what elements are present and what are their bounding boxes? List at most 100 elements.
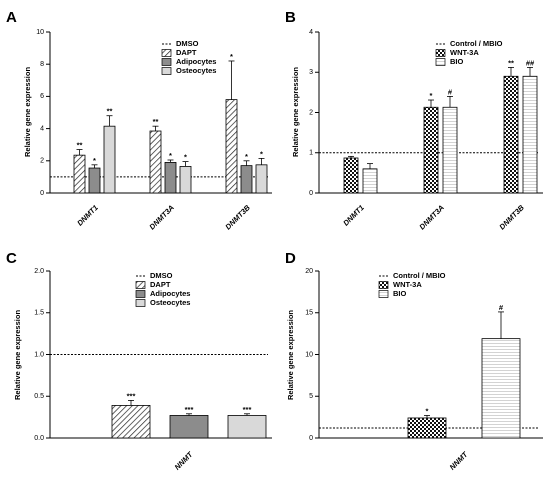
panel-a-category-label: DNMT3B bbox=[223, 203, 252, 232]
panel-b-significance-label: * bbox=[430, 91, 433, 100]
panel-a-category-label: DNMT3A bbox=[147, 203, 175, 231]
panel-a-label: A bbox=[6, 9, 17, 26]
panel-a-bar bbox=[164, 162, 177, 194]
panel-c-legend-label: Adipocytes bbox=[150, 289, 190, 298]
panel-a-y-axis-label: Relative gene expression bbox=[23, 67, 32, 157]
panel-c-y-tick-label: 0.5 bbox=[34, 393, 44, 400]
panel-d-legend-label: BIO bbox=[393, 289, 407, 298]
panel-a-legend-label: DAPT bbox=[176, 48, 197, 57]
panel-a-category-label: DNMT1 bbox=[75, 203, 100, 228]
panel-b-legend-label: WNT-3A bbox=[450, 48, 479, 57]
panel-b-y-tick-label: 1 bbox=[309, 150, 313, 157]
panel-b-y-tick-label: 3 bbox=[309, 69, 313, 76]
panel-d-y-tick-label: 15 bbox=[305, 310, 313, 317]
panel-d-significance-label: * bbox=[426, 406, 429, 415]
panel-a-bar bbox=[179, 166, 192, 194]
panel-b-category-label: DNMT3B bbox=[497, 203, 526, 232]
panel-c-category-label: NNMT bbox=[173, 449, 196, 472]
panel-c-significance-label: *** bbox=[127, 391, 136, 400]
panel-c-legend-swatch bbox=[135, 290, 146, 298]
panel-a-significance-label: ** bbox=[107, 107, 113, 116]
panel-c-bar bbox=[169, 415, 209, 439]
panel-b-bar bbox=[442, 106, 458, 194]
panel-d-legend-reference-label: Control / MBIO bbox=[393, 271, 446, 280]
panel-c-y-tick-label: 2.0 bbox=[34, 268, 44, 275]
panel-b-legend-reference-label: Control / MBIO bbox=[450, 39, 503, 48]
panel-b-legend-label: BIO bbox=[450, 57, 464, 66]
panel-a-y-tick-label: 6 bbox=[40, 93, 44, 100]
panel-d-y-tick-label: 20 bbox=[305, 268, 313, 275]
panel-a-legend-label: Adipocytes bbox=[176, 57, 216, 66]
panel-c-y-tick-label: 0.0 bbox=[34, 435, 44, 442]
panel-c-significance-label: *** bbox=[185, 405, 194, 414]
panel-c-label: C bbox=[6, 250, 17, 267]
panel-a-bar bbox=[103, 125, 116, 194]
panel-c-legend-label: Osteocytes bbox=[150, 298, 190, 307]
panel-d-bar bbox=[481, 338, 521, 439]
panel-a-significance-label: * bbox=[169, 151, 172, 160]
panel-d-category-label: NNMT bbox=[448, 449, 471, 472]
panel-b-y-tick-label: 2 bbox=[309, 109, 313, 116]
panel-b-y-tick-label: 4 bbox=[309, 29, 313, 36]
panel-b-y-axis-label: Relative gene expression bbox=[291, 67, 300, 157]
panel-b-bar bbox=[343, 157, 359, 194]
panel-d-label: D bbox=[285, 250, 296, 267]
panel-c-legend-reference-label: DMSO bbox=[150, 271, 173, 280]
panel-a-bar bbox=[88, 167, 101, 194]
panel-c-y-axis-label: Relative gene expression bbox=[13, 310, 22, 400]
panel-a-y-tick-label: 8 bbox=[40, 61, 44, 68]
panel-b-legend-swatch bbox=[435, 58, 446, 66]
panel-c-y-tick-label: 1.5 bbox=[34, 310, 44, 317]
panel-b-category-label: DNMT1 bbox=[341, 203, 366, 228]
panel-a-legend-label: Osteocytes bbox=[176, 66, 216, 75]
panel-d-significance-label: # bbox=[499, 303, 504, 312]
panel-c-significance-label: *** bbox=[243, 405, 252, 414]
panel-b-label: B bbox=[285, 9, 296, 26]
panel-d-y-tick-label: 0 bbox=[309, 435, 313, 442]
panel-c-legend-label: DAPT bbox=[150, 280, 171, 289]
panel-d-y-tick-label: 10 bbox=[305, 351, 313, 358]
panel-b-category-label: DNMT3A bbox=[417, 203, 445, 231]
panel-b-legend-swatch bbox=[435, 49, 446, 57]
panel-b-significance-label: ## bbox=[526, 58, 535, 67]
panel-a-significance-label: * bbox=[93, 156, 96, 165]
panel-a-significance-label: * bbox=[245, 152, 248, 161]
panel-a-y-tick-label: 2 bbox=[40, 158, 44, 165]
panel-c-legend-swatch bbox=[135, 299, 146, 307]
panel-b-bar bbox=[522, 75, 538, 194]
panel-a-bar bbox=[240, 165, 253, 194]
panel-a-y-tick-label: 10 bbox=[36, 29, 44, 36]
panel-c-bar bbox=[111, 405, 151, 439]
panel-d-y-tick-label: 5 bbox=[309, 393, 313, 400]
panel-c-y-tick-label: 1.0 bbox=[34, 351, 44, 358]
panel-a-legend-swatch bbox=[161, 67, 172, 75]
panel-a-significance-label: * bbox=[184, 153, 187, 162]
panel-a-bar bbox=[149, 130, 162, 194]
panel-a-y-tick-label: 0 bbox=[40, 190, 44, 197]
panel-a-significance-label: * bbox=[260, 149, 263, 158]
panel-d-bar bbox=[407, 417, 447, 439]
panel-b-significance-label: # bbox=[448, 87, 453, 96]
panel-d-legend-swatch bbox=[378, 281, 389, 289]
panel-b-bar bbox=[423, 106, 439, 194]
panel-a-legend-swatch bbox=[161, 58, 172, 66]
panel-b-significance-label: ** bbox=[508, 58, 514, 67]
panel-d-y-axis-label: Relative gene expression bbox=[286, 310, 295, 400]
panel-a-bar bbox=[255, 164, 268, 194]
panel-a-bar bbox=[73, 154, 86, 194]
panel-a-legend-reference-label: DMSO bbox=[176, 39, 199, 48]
panel-b-bar bbox=[503, 75, 519, 194]
panel-d-legend-label: WNT-3A bbox=[393, 280, 422, 289]
panel-a-legend-swatch bbox=[161, 49, 172, 57]
panel-a-significance-label: ** bbox=[153, 117, 159, 126]
panel-b-y-tick-label: 0 bbox=[309, 190, 313, 197]
panel-a-bar bbox=[225, 99, 238, 194]
panel-c-bar bbox=[227, 415, 267, 439]
panel-a-significance-label: * bbox=[230, 52, 233, 61]
panel-a-significance-label: ** bbox=[77, 141, 83, 150]
panel-a-y-tick-label: 4 bbox=[40, 125, 44, 132]
panel-d-legend-swatch bbox=[378, 290, 389, 298]
panel-b-bar bbox=[362, 168, 378, 194]
panel-c-legend-swatch bbox=[135, 281, 146, 289]
